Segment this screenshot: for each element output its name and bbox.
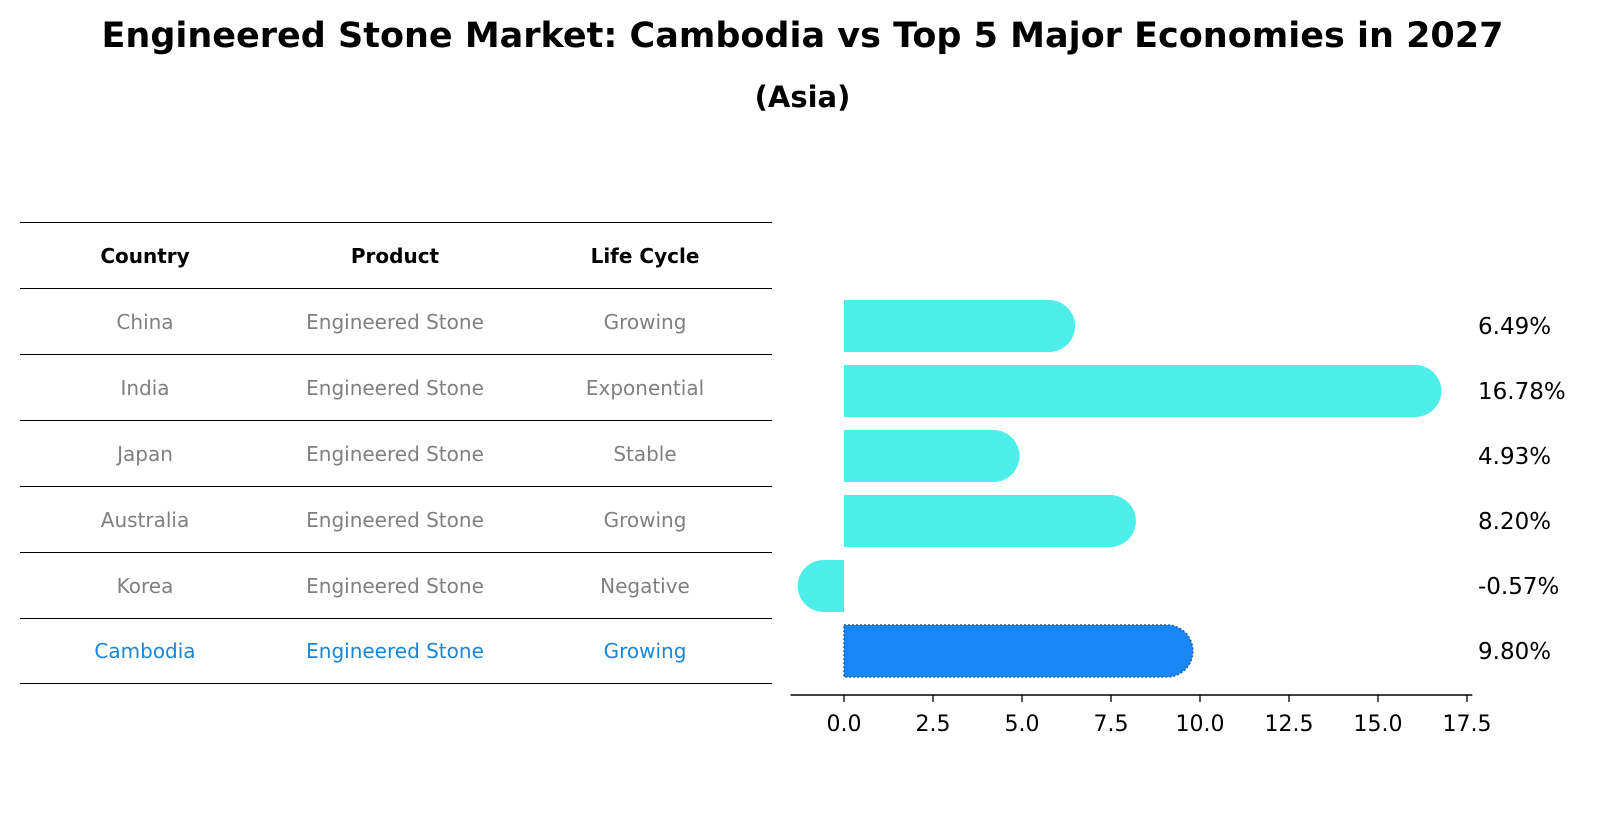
header-product: Product	[350, 243, 440, 268]
cell-country: Australia	[100, 507, 190, 532]
cell-product: Engineered Stone	[306, 507, 484, 532]
cell-product: Engineered Stone	[306, 573, 484, 598]
table-header-row: Country Product Life Cycle	[20, 222, 772, 288]
value-label: 4.93%	[1478, 444, 1551, 470]
x-tick-label: 17.5	[1443, 712, 1492, 737]
cell-product: Engineered Stone	[306, 441, 484, 466]
bar-cambodia	[843, 624, 1194, 678]
cell-country: Cambodia	[94, 639, 196, 663]
value-label: 9.80%	[1478, 639, 1551, 665]
bar-india	[844, 365, 1442, 417]
cell-country: Korea	[116, 573, 174, 598]
cell-life-cycle: Stable	[613, 441, 677, 466]
cell-product: Engineered Stone	[306, 375, 484, 400]
cell-country: China	[116, 309, 174, 334]
bar-australia	[844, 495, 1136, 547]
x-tick-label: 12.5	[1265, 712, 1314, 737]
table-row: China Engineered Stone Growing	[20, 288, 772, 354]
cell-country: Japan	[117, 441, 173, 466]
chart-title: Engineered Stone Market: Cambodia vs Top…	[101, 16, 1504, 56]
table-row: India Engineered Stone Exponential	[20, 354, 772, 420]
table-row: Japan Engineered Stone Stable	[20, 420, 772, 486]
table-row: Australia Engineered Stone Growing	[20, 486, 772, 552]
value-label: 16.78%	[1478, 379, 1566, 405]
header-life-cycle: Life Cycle	[590, 243, 700, 268]
bar-korea	[797, 560, 844, 612]
cell-life-cycle: Exponential	[585, 375, 705, 400]
cell-life-cycle: Growing	[603, 309, 687, 334]
cell-country: India	[120, 375, 170, 400]
cell-life-cycle: Negative	[600, 573, 690, 598]
chart-subtitle: (Asia)	[754, 80, 851, 114]
x-tick-label: 2.5	[916, 712, 951, 737]
bar-china	[844, 300, 1076, 352]
x-tick-label: 7.5	[1094, 712, 1129, 737]
value-label: 6.49%	[1478, 314, 1551, 340]
cell-product: Engineered Stone	[306, 309, 484, 334]
table-row: Korea Engineered Stone Negative	[20, 552, 772, 618]
x-tick-label: 5.0	[1005, 712, 1040, 737]
x-tick-label: 10.0	[1176, 712, 1225, 737]
x-tick-label: 15.0	[1354, 712, 1403, 737]
x-tick-label: 0.0	[827, 712, 862, 737]
bar-japan	[844, 430, 1020, 482]
value-label: -0.57%	[1478, 574, 1559, 600]
cell-product: Engineered Stone	[306, 639, 484, 663]
value-label: 8.20%	[1478, 509, 1551, 535]
header-country: Country	[100, 243, 190, 268]
table-row-highlight: Cambodia Engineered Stone Growing	[20, 618, 772, 684]
cell-life-cycle: Growing	[603, 507, 687, 532]
cell-life-cycle: Growing	[603, 639, 687, 663]
info-table: Country Product Life Cycle China Enginee…	[20, 222, 772, 684]
